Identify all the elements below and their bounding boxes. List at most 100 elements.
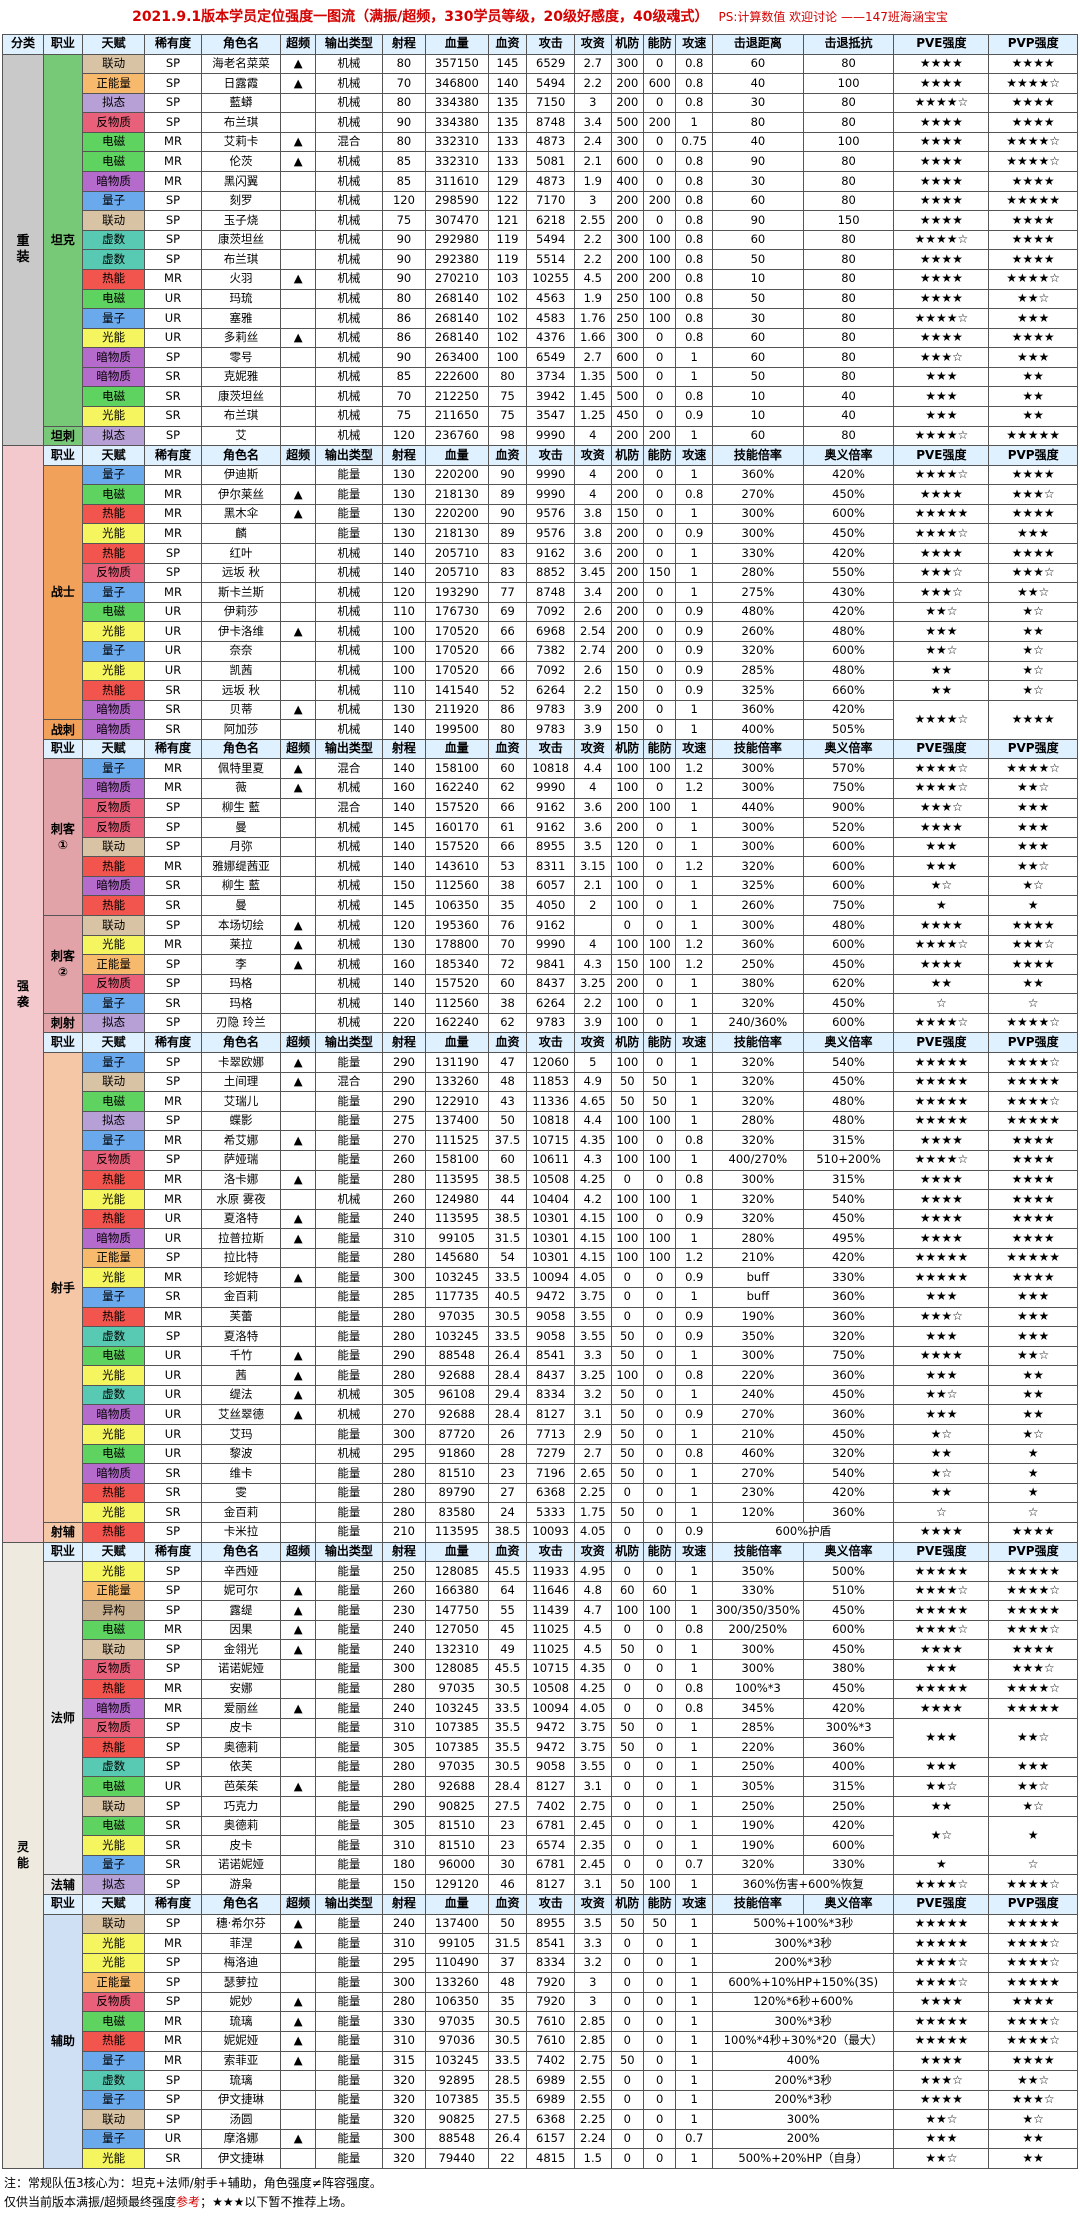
hp-growth: 102	[487, 288, 528, 310]
col-b: 380%	[802, 1658, 895, 1680]
table-row: 量子 UR 塞雅 机械 86 268140 102 4583 1.76 250 100 0.8 30 80…	[3, 308, 1078, 329]
overclock-mark	[280, 308, 316, 329]
pve-rating: ☆	[893, 1502, 990, 1523]
output-type: 机械	[314, 288, 383, 310]
energy-defense: 0	[642, 1756, 677, 1778]
col-b: 360%	[802, 1404, 895, 1426]
pve-rating: ★★★	[893, 405, 990, 427]
pve-rating: ★★★★	[893, 2050, 990, 2072]
pve-rating: ★☆	[893, 1815, 990, 1856]
output-type: 机械	[314, 425, 383, 447]
character-name: 布兰琪	[200, 112, 282, 133]
col-b: 360%	[802, 1365, 895, 1386]
attack-speed: 1	[675, 797, 714, 819]
attack-speed: 1	[675, 1972, 714, 1993]
talent-cell: 反物质	[81, 973, 146, 995]
pvp-rating: ★★★☆	[988, 484, 1078, 505]
table-row: 反物质 SP 柳生 藍混合 140 157520 66 9162 3.6 200 100 1 440%…	[3, 797, 1078, 819]
col-b: 360%	[802, 1502, 895, 1523]
overclock-mark	[280, 1952, 316, 1974]
col-b: 600%	[802, 1619, 895, 1641]
hp-value: 97036	[425, 2030, 489, 2052]
attack-growth: 2.6	[573, 660, 612, 682]
range-value: 86	[381, 327, 427, 349]
table-row: 光能 MR 麟能量 130 218130 89 9576 3.8 200 0 0.9 300% 450%…	[3, 523, 1078, 545]
hp-growth: 24	[487, 1502, 528, 1523]
attack-value: 9783	[526, 699, 575, 721]
talent-cell: 热能	[81, 1208, 146, 1230]
hp-value: 268140	[425, 327, 489, 349]
table-row: 暗物质 MR 薇 ▲ 机械 160 162240 62 9990 4 100 0 1.2 300% 750%…	[3, 777, 1078, 799]
table-row: 热能 UR 夏洛特 ▲ 能量 240 113595 38.5 10301 4.15 100 0 0.9 3…	[3, 1208, 1078, 1230]
table-row: 电磁 UR 伊莉莎 机械 110 176730 69 7092 2.6 200 0 0.9 480% 42…	[3, 601, 1078, 623]
table-row: 暗物质 UR 拉普拉斯 ▲ 能量 310 99105 31.5 10301 4.15 100 100 1…	[3, 1228, 1078, 1249]
attack-growth: 4.7	[573, 1600, 612, 1621]
hp-value: 103245	[425, 1326, 489, 1347]
range-value: 280	[381, 1365, 427, 1386]
pve-rating: ★★☆	[893, 601, 990, 623]
output-type: 能量	[314, 1561, 383, 1582]
talent-cell: 光能	[81, 621, 146, 642]
header-cell: 超频	[280, 1893, 316, 1915]
attack-speed: 0.8	[675, 53, 714, 75]
col-b: 420%	[802, 1815, 895, 1837]
energy-defense: 0	[642, 621, 677, 642]
attack-value: 11025	[526, 1619, 575, 1641]
attack-value: 7920	[526, 1991, 575, 2013]
attack-value: 9162	[526, 915, 575, 936]
pvp-rating: ★☆	[988, 640, 1078, 662]
overclock-mark	[280, 2148, 316, 2170]
character-name: 巧克力	[200, 1796, 282, 1817]
range-value: 305	[381, 1815, 427, 1837]
energy-defense: 0	[642, 836, 677, 858]
table-row: 正能量 SP 瑟萝拉 能量 300 133260 48 7920 3 0 0 1 600%+10%HP+…	[3, 1972, 1078, 1993]
attack-speed: 1	[675, 1052, 714, 1073]
table-row: 法辅 拟态 SP 游枭 能量 150 129120 46 8127 3.1 50 100 1 360%伤害…	[3, 1874, 1078, 1895]
table-row: 异构 SP 露缇 ▲ 能量 230 147750 55 11439 4.7 100 100 1 300/3…	[3, 1600, 1078, 1621]
table-row: 电磁 UR 千竹 ▲ 能量 290 88548 26.4 8541 3.3 50 0 1 300% 750%…	[3, 1345, 1078, 1367]
attack-speed: 0.9	[675, 405, 714, 427]
pve-rating: ★★★★	[893, 190, 990, 212]
header-cell: 能防	[642, 1032, 677, 1054]
pve-rating: ★★★★☆	[893, 699, 990, 740]
attack-growth: 3.9	[573, 719, 612, 740]
output-type: 机械	[314, 171, 383, 192]
table-row: 电磁 MR 艾瑞儿 能量 290 122910 43 11336 4.65 50 50 1 320% 48…	[3, 1091, 1078, 1112]
mech-defense: 0	[610, 1658, 645, 1680]
hp-value: 199500	[425, 719, 489, 740]
rarity-cell: SP	[144, 1580, 202, 1602]
col-a: 320%	[712, 993, 804, 1014]
output-type: 能量	[314, 1580, 383, 1602]
attack-growth: 2.54	[573, 621, 612, 642]
header-cell: 血资	[487, 738, 528, 760]
col-a: 280%	[712, 1228, 804, 1249]
mech-defense: 200	[610, 425, 645, 447]
hp-growth: 102	[487, 327, 528, 349]
pve-rating: ★★★★	[893, 1189, 990, 1210]
col-b: 550%	[802, 562, 895, 584]
header-cell: 攻击	[526, 445, 575, 466]
hp-growth: 30.5	[487, 1306, 528, 1328]
rarity-cell: SP	[144, 1972, 202, 1993]
talent-cell: 光能	[81, 1835, 146, 1856]
table-row: 光能 MR 莱拉 ▲ 机械 130 178800 70 9990 4 100 100 1.2 360% 60…	[3, 934, 1078, 956]
attack-value: 6157	[526, 2128, 575, 2150]
header-cell: 机防	[610, 445, 645, 466]
table-row: 热能 SR 雯能量 280 89790 27 6368 2.25 0 0 1 230% 420% ★★ ★	[3, 1482, 1078, 1504]
attack-value: 7196	[526, 1463, 575, 1484]
talent-cell: 电磁	[81, 484, 146, 505]
character-name: 刻罗	[200, 190, 282, 212]
rarity-cell: SP	[144, 1991, 202, 2013]
col-a: 60	[712, 347, 804, 368]
range-value: 80	[381, 131, 427, 153]
energy-defense: 0	[642, 973, 677, 995]
character-name: 琉璃	[200, 2070, 282, 2091]
pve-rating: ★★★★	[893, 1521, 990, 1543]
rarity-cell: MR	[144, 484, 202, 505]
attack-speed: 1	[675, 1149, 714, 1171]
output-type: 机械	[314, 973, 383, 995]
talent-cell: 正能量	[81, 1972, 146, 1993]
rarity-cell: SP	[144, 1012, 202, 1034]
range-value: 280	[381, 1482, 427, 1504]
category-cell: 重装	[2, 53, 44, 447]
